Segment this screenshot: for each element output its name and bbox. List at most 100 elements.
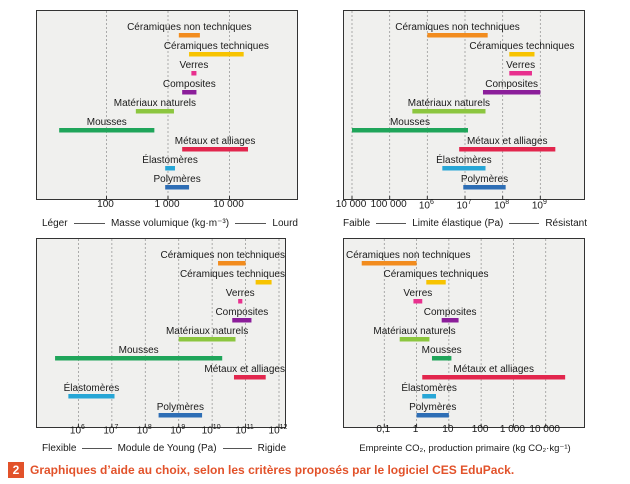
series-label: Métaux et alliages — [467, 136, 548, 147]
range-bar — [422, 375, 566, 380]
range-bar — [191, 71, 197, 76]
range-bar — [189, 52, 244, 57]
axis-rule — [235, 222, 267, 224]
series-label: Métaux et alliages — [453, 364, 534, 375]
range-bar — [399, 337, 430, 342]
x-tick-exponent: 7 — [467, 199, 472, 206]
range-bar — [165, 185, 190, 190]
chart-panel-young-modulus: Céramiques non techniques Céramiques tech… — [36, 238, 286, 428]
series-label: Métaux et alliages — [204, 364, 285, 375]
range-bar — [427, 33, 488, 38]
series-label: Verres — [226, 288, 255, 299]
series-label: Métaux et alliages — [175, 136, 256, 147]
axis-rule — [376, 222, 407, 224]
x-tick-exponent: 8 — [147, 424, 152, 431]
x-tick-label: 10 — [442, 424, 454, 435]
range-bar — [182, 90, 197, 95]
x-tick-label: 10 000 — [213, 199, 244, 210]
x-tick-label: 1010 — [201, 424, 221, 437]
axis-title: Limite élastique (Pa) — [412, 217, 504, 229]
range-bar — [218, 261, 246, 266]
x-tick-label: 107 — [103, 424, 119, 437]
axis-left-label: Faible — [343, 217, 371, 229]
series-label: Céramiques techniques — [383, 269, 488, 280]
range-bar — [482, 90, 541, 95]
axis-title: Masse volumique (kg·m⁻³) — [110, 217, 230, 229]
figure-caption-text: Graphiques d’aide au choix, selon les cr… — [30, 463, 515, 477]
x-tick-label: 1 000 — [499, 424, 525, 435]
axis-rule — [222, 447, 252, 449]
series-label: Verres — [179, 60, 208, 71]
x-tick-label: 0,1 — [376, 424, 391, 435]
x-tick-label: 106 — [418, 199, 434, 212]
x-tick-label: 100 000 — [370, 199, 407, 210]
series-label: Céramiques techniques — [180, 269, 285, 280]
chart-svg-density: Céramiques non techniques Céramiques tech… — [59, 11, 269, 199]
x-tick-label: 107 — [456, 199, 472, 212]
series-label: Verres — [506, 60, 535, 71]
axis-right-label: Résistant — [545, 217, 587, 229]
axis-title-row-yield-strength: Faible Limite élastique (Pa) Résistant — [343, 216, 587, 230]
x-tick-exponent: 8 — [505, 199, 510, 206]
series-label: Composites — [215, 307, 268, 318]
chart-panel-density: Céramiques non techniques Céramiques tech… — [36, 10, 298, 200]
range-bar — [59, 128, 155, 133]
series-label: Élastomères — [436, 153, 492, 166]
x-tick-label: 1 — [412, 424, 419, 435]
chart-svg-young-modulus: Céramiques non techniques Céramiques tech… — [55, 239, 285, 427]
range-bar — [68, 394, 115, 399]
axis-right-label: Lourd — [272, 217, 298, 229]
series-label: Matériaux naturels — [114, 98, 196, 109]
series-label: Élastomères — [401, 381, 457, 394]
range-bar — [178, 337, 236, 342]
axis-title: Empreinte CO₂, production primaire (kg C… — [359, 442, 571, 454]
x-tick-label: 100 — [471, 424, 489, 435]
range-bar — [412, 109, 486, 114]
series-label: Polymères — [461, 174, 508, 185]
x-tick-label: 109 — [531, 199, 547, 212]
x-tick-label: 109 — [170, 424, 186, 437]
series-label: Composites — [424, 307, 477, 318]
series-label: Polymères — [157, 402, 204, 413]
axis-right-label: Rigide — [257, 442, 287, 454]
range-bar — [441, 318, 459, 323]
series-label: Élastomères — [142, 153, 198, 166]
range-bar — [165, 166, 176, 171]
chart-svg-co2-footprint: Céramiques non techniques Céramiques tech… — [346, 239, 566, 427]
axis-rule — [509, 222, 540, 224]
axis-rule — [82, 447, 112, 449]
range-bar — [422, 394, 437, 399]
x-tick-exponent: 9 — [181, 424, 186, 431]
axis-title: Module de Young (Pa) — [117, 442, 217, 454]
x-tick-label: 10 000 — [335, 199, 367, 210]
x-tick-exponent: 6 — [81, 424, 85, 431]
range-bar — [509, 52, 535, 57]
tick-labels-density: 100 1 000 10 000 — [36, 199, 298, 215]
x-tick-label: 108 — [494, 199, 510, 212]
chart-panel-yield-strength: Céramiques non techniques Céramiques tech… — [343, 10, 585, 200]
series-label: Matériaux naturels — [166, 326, 248, 337]
range-bar — [158, 413, 203, 418]
series-label: Verres — [403, 288, 432, 299]
x-tick-exponent: 6 — [429, 199, 434, 206]
series-label: Céramiques non techniques — [395, 22, 520, 33]
range-bar — [55, 356, 223, 361]
series-label: Composites — [485, 79, 538, 90]
range-bar — [416, 413, 449, 418]
x-tick-exponent: 9 — [542, 199, 547, 206]
x-tick-label: 10 000 — [529, 424, 560, 435]
series-label: Mousses — [87, 117, 127, 128]
x-tick-label: 108 — [136, 424, 152, 437]
x-tick-label: 100 — [97, 199, 114, 210]
series-label: Polymères — [409, 402, 456, 413]
x-tick-label: 1012 — [268, 424, 288, 437]
series-label: Élastomères — [64, 381, 120, 394]
series-label: Céramiques non techniques — [160, 250, 285, 261]
series-label: Mousses — [119, 345, 159, 356]
figure-number-badge: 2 — [8, 462, 24, 478]
series-label: Céramiques non techniques — [127, 22, 252, 33]
chart-svg-yield-strength: Céramiques non techniques Céramiques tech… — [351, 11, 574, 199]
range-bar — [459, 147, 556, 152]
tick-labels-co2-footprint: 0,1 1 10 100 1 000 10 000 — [343, 424, 585, 440]
range-bar — [232, 318, 252, 323]
